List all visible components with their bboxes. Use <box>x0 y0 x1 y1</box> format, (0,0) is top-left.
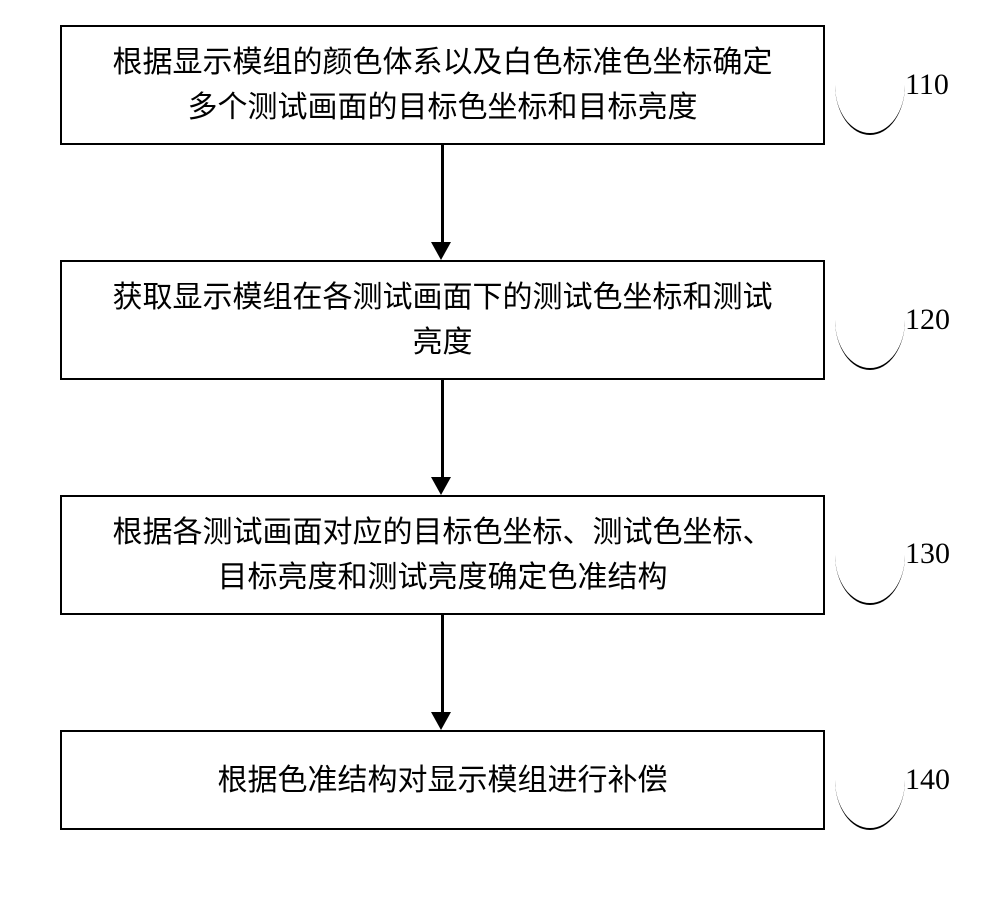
flow-node-text: 根据显示模组的颜色体系以及白色标准色坐标确定 多个测试画面的目标色坐标和目标亮度 <box>113 40 773 130</box>
arrow-head-1 <box>431 242 451 260</box>
arrow-line-1 <box>441 145 444 242</box>
label-connector-1 <box>835 35 905 135</box>
step-label-120: 120 <box>905 303 950 337</box>
flow-node-2: 获取显示模组在各测试画面下的测试色坐标和测试 亮度 <box>60 260 825 380</box>
arrow-head-3 <box>431 712 451 730</box>
flow-node-4: 根据色准结构对显示模组进行补偿 <box>60 730 825 830</box>
flow-node-text: 根据色准结构对显示模组进行补偿 <box>218 758 668 803</box>
flow-node-text: 获取显示模组在各测试画面下的测试色坐标和测试 亮度 <box>113 275 773 365</box>
step-label-130: 130 <box>905 537 950 571</box>
flow-node-1: 根据显示模组的颜色体系以及白色标准色坐标确定 多个测试画面的目标色坐标和目标亮度 <box>60 25 825 145</box>
flow-node-3: 根据各测试画面对应的目标色坐标、测试色坐标、 目标亮度和测试亮度确定色准结构 <box>60 495 825 615</box>
arrow-line-3 <box>441 615 444 712</box>
arrow-line-2 <box>441 380 444 477</box>
flow-node-text: 根据各测试画面对应的目标色坐标、测试色坐标、 目标亮度和测试亮度确定色准结构 <box>113 510 773 600</box>
label-connector-3 <box>835 505 905 605</box>
step-label-140: 140 <box>905 763 950 797</box>
label-connector-4 <box>835 730 905 830</box>
step-label-110: 110 <box>905 68 949 102</box>
flowchart-canvas: 根据显示模组的颜色体系以及白色标准色坐标确定 多个测试画面的目标色坐标和目标亮度… <box>0 0 1000 909</box>
arrow-head-2 <box>431 477 451 495</box>
label-connector-2 <box>835 270 905 370</box>
